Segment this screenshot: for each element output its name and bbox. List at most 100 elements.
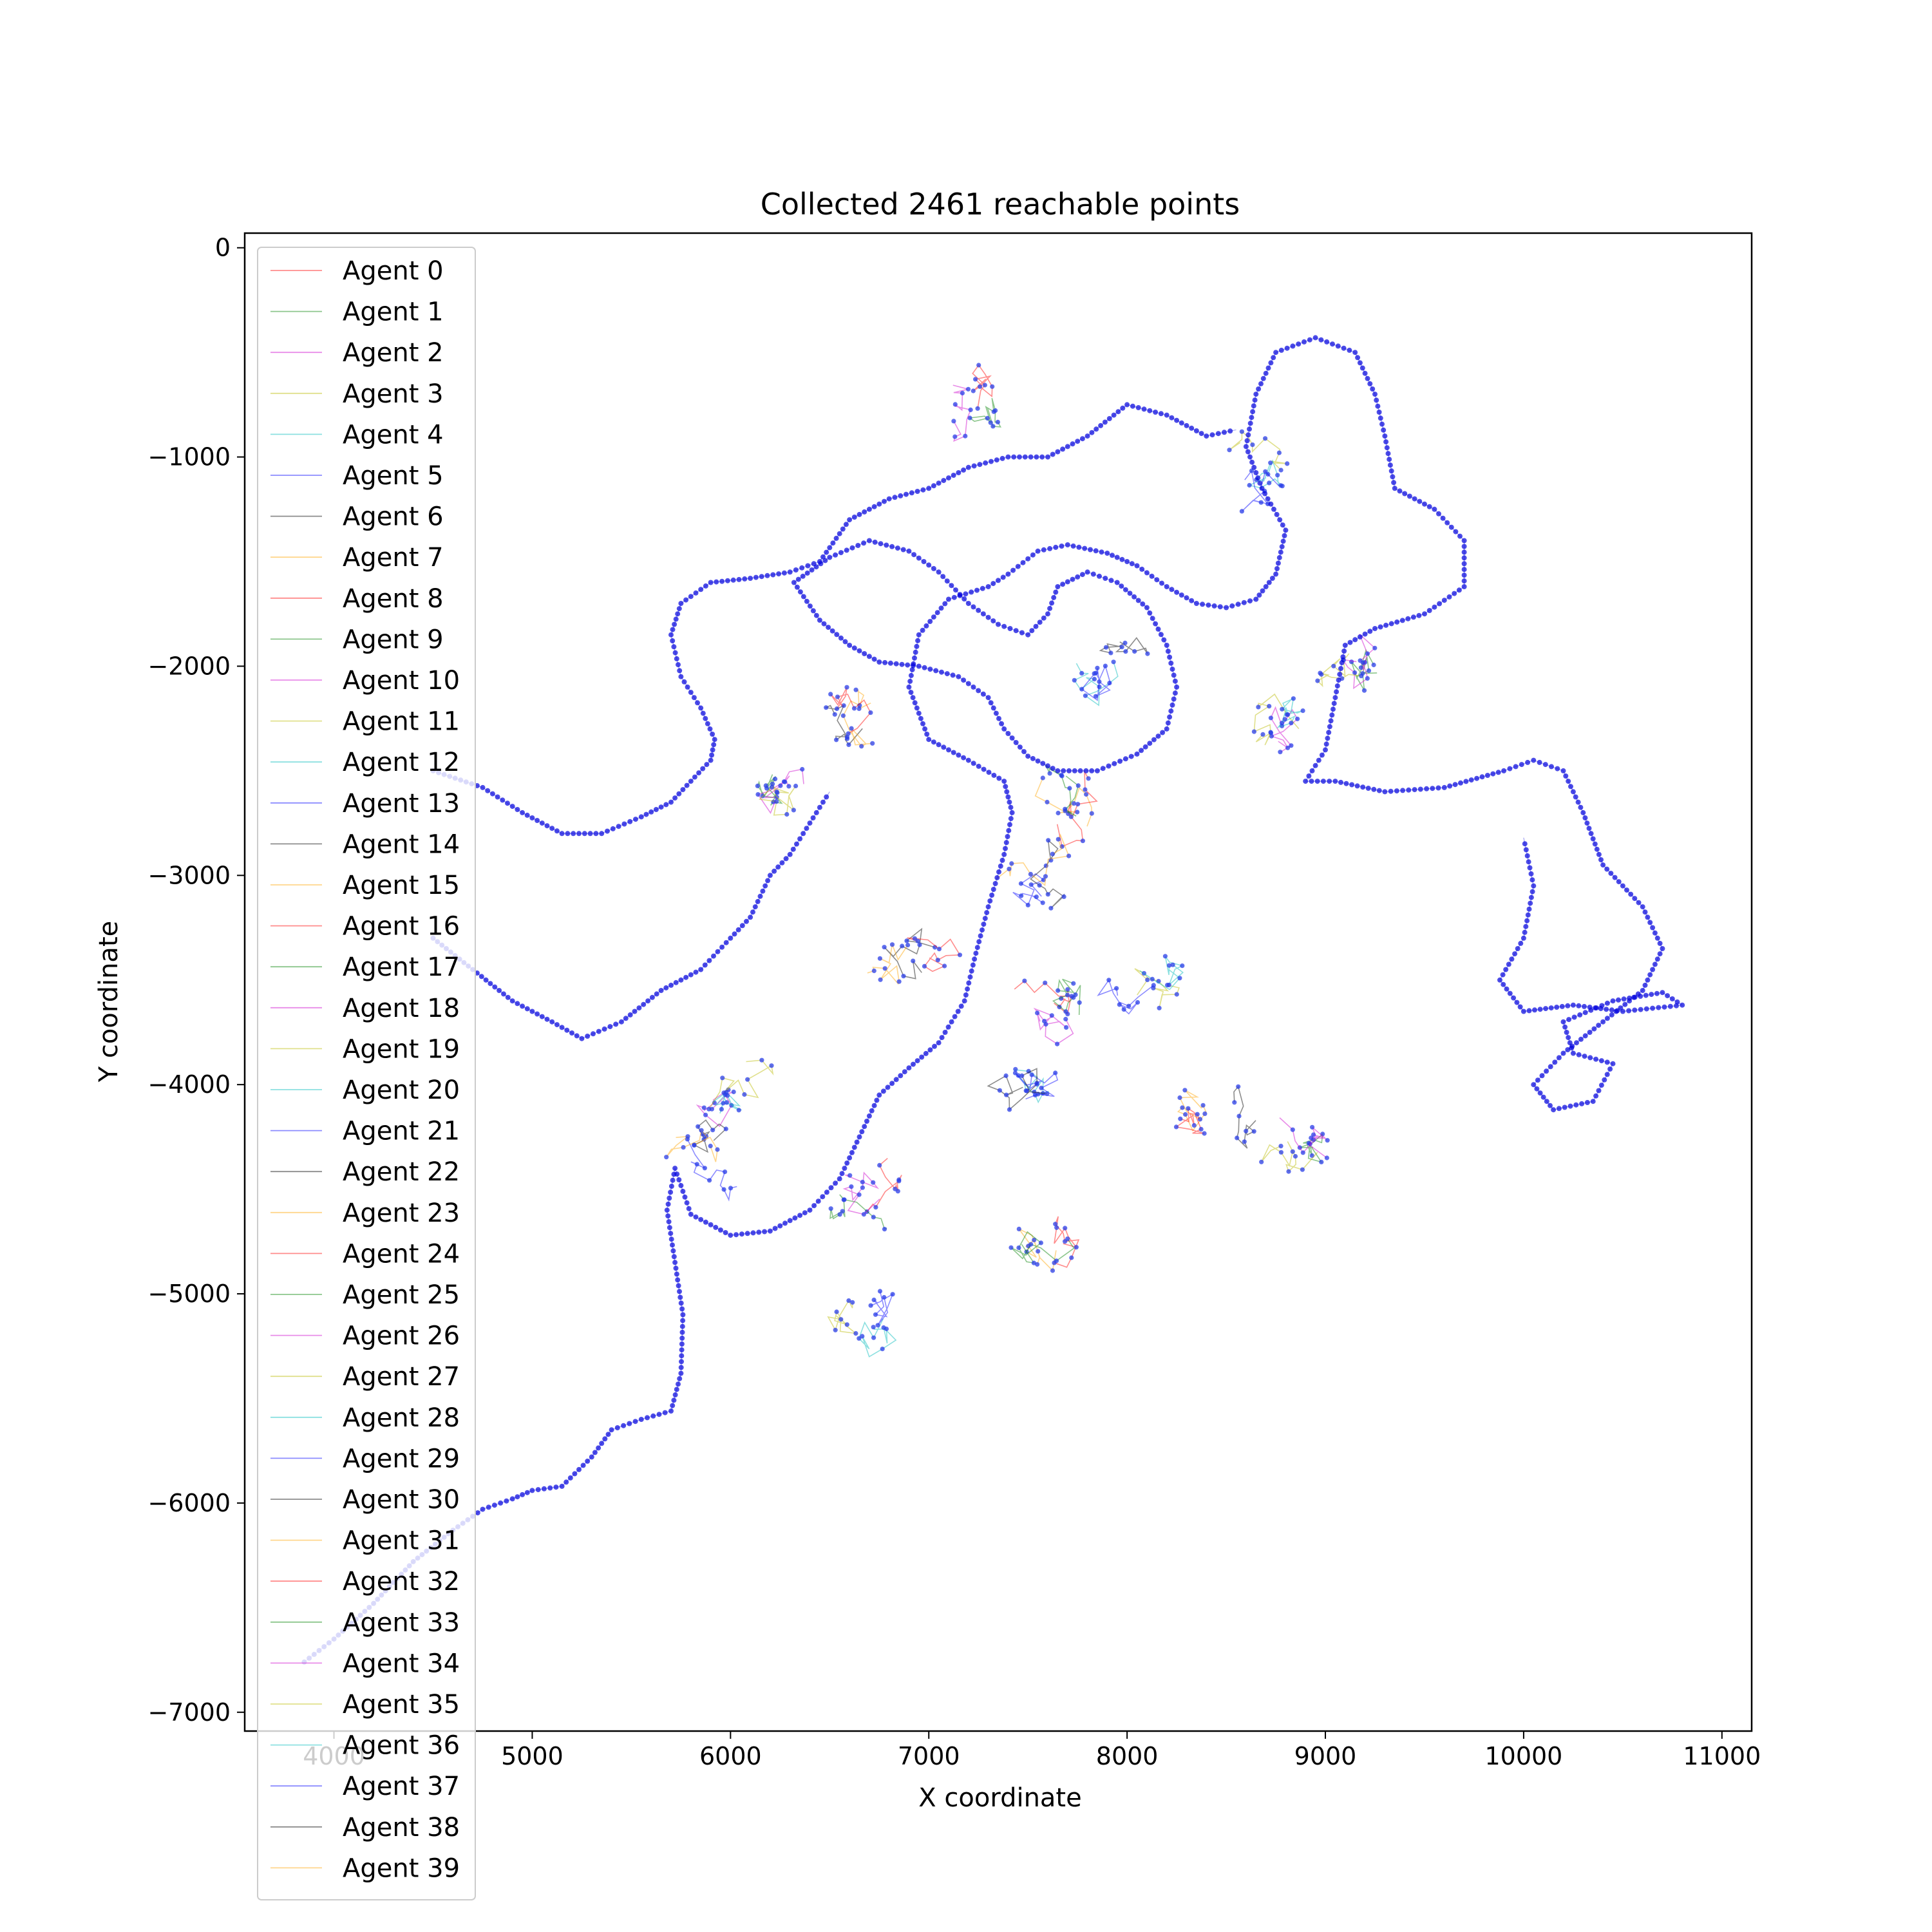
reachable-point: [756, 1229, 762, 1235]
reachable-point: [676, 662, 681, 668]
reachable-point: [1247, 421, 1253, 426]
reachable-point: [1593, 1093, 1599, 1099]
reachable-point: [1610, 998, 1616, 1004]
reachable-point: [682, 1194, 688, 1200]
legend-label: Agent 7: [343, 543, 444, 573]
reachable-point: [927, 619, 933, 624]
reachable-point: [1003, 784, 1009, 790]
reachable-point: [926, 737, 932, 743]
reachable-point: [1334, 689, 1340, 695]
x-axis-label: X coordinate: [918, 1783, 1081, 1813]
reachable-point: [1387, 457, 1392, 462]
legend-box: [257, 247, 476, 1900]
reachable-point: [1003, 840, 1009, 846]
reachable-point: [844, 1160, 850, 1166]
reachable-point: [1003, 846, 1008, 851]
reachable-point: [859, 1129, 865, 1135]
reachable-point: [599, 831, 605, 837]
reachable-point: [1257, 480, 1263, 486]
reachable-point: [1610, 1061, 1616, 1066]
reachable-point: [480, 1506, 486, 1512]
reachable-point: [1359, 365, 1365, 371]
reachable-point: [684, 782, 690, 788]
reachable-point: [769, 1063, 774, 1068]
reachable-point: [1035, 1010, 1040, 1016]
reachable-point: [1309, 1135, 1314, 1141]
reachable-point: [1035, 758, 1041, 764]
reachable-point: [1204, 433, 1209, 439]
reachable-point: [944, 578, 950, 584]
reachable-point: [1525, 912, 1531, 918]
reachable-point: [1627, 995, 1633, 1001]
legend-label: Agent 2: [343, 338, 444, 368]
reachable-point: [1097, 679, 1102, 685]
reachable-point: [1267, 704, 1272, 709]
reachable-point: [1253, 392, 1259, 397]
reachable-point: [1019, 1073, 1025, 1078]
reachable-point: [1381, 427, 1387, 433]
reachable-point: [847, 1155, 853, 1160]
reachable-point: [872, 539, 878, 545]
reachable-point: [975, 406, 980, 411]
reachable-point: [931, 739, 936, 745]
reachable-point: [857, 1134, 862, 1140]
reachable-point: [1297, 1145, 1302, 1150]
reachable-point: [535, 818, 540, 823]
reachable-point: [1656, 1005, 1662, 1010]
reachable-point: [1170, 702, 1175, 708]
reachable-point: [688, 972, 694, 978]
reachable-point: [893, 661, 899, 667]
reachable-point: [859, 744, 864, 749]
legend-label: Agent 38: [343, 1813, 460, 1842]
reachable-point: [1202, 1111, 1208, 1116]
reachable-point: [619, 1019, 624, 1025]
reachable-point: [965, 601, 971, 606]
reachable-point: [1310, 1124, 1315, 1130]
reachable-point: [940, 574, 946, 580]
reachable-point: [676, 1177, 682, 1182]
reachable-point: [1055, 1041, 1060, 1046]
reachable-point: [920, 487, 926, 493]
reachable-point: [679, 1335, 685, 1341]
reachable-point: [1247, 454, 1253, 460]
reachable-point: [1174, 684, 1180, 690]
reachable-point: [1367, 629, 1373, 634]
reachable-point: [1007, 1107, 1012, 1112]
reachable-point: [1632, 896, 1638, 902]
reachable-point: [1232, 1100, 1237, 1105]
reachable-point: [1329, 712, 1335, 718]
reachable-point: [515, 1001, 520, 1007]
reachable-point: [782, 1220, 788, 1226]
reachable-point: [1235, 1135, 1240, 1141]
reachable-point: [1251, 729, 1256, 734]
legend-label: Agent 16: [343, 912, 460, 942]
reachable-point: [1036, 1249, 1041, 1254]
reachable-point: [1290, 1149, 1295, 1154]
reachable-point: [1383, 622, 1389, 628]
reachable-point: [960, 390, 965, 396]
reachable-point: [817, 618, 822, 623]
reachable-point: [498, 1500, 504, 1506]
reachable-point: [1525, 759, 1531, 765]
reachable-point: [1399, 618, 1405, 623]
reachable-point: [593, 831, 599, 837]
legend-label: Agent 33: [343, 1608, 460, 1638]
legend-label: Agent 3: [343, 379, 444, 409]
reachable-point: [878, 977, 883, 982]
agent-trajectory: [758, 783, 797, 816]
reachable-point: [1650, 967, 1656, 972]
reachable-point: [989, 459, 994, 464]
agent-trajectory: [830, 687, 871, 735]
reachable-point: [846, 742, 851, 747]
reachable-point: [799, 565, 805, 571]
reachable-point: [1236, 1084, 1241, 1089]
reachable-point: [1607, 1066, 1613, 1072]
reachable-point: [842, 639, 848, 645]
reachable-point: [572, 1471, 578, 1477]
reachable-point: [1566, 1035, 1571, 1041]
reachable-point: [978, 933, 983, 939]
reachable-point: [702, 962, 708, 968]
reachable-point: [920, 721, 925, 726]
reachable-point: [1055, 449, 1061, 455]
reachable-point: [605, 828, 610, 834]
